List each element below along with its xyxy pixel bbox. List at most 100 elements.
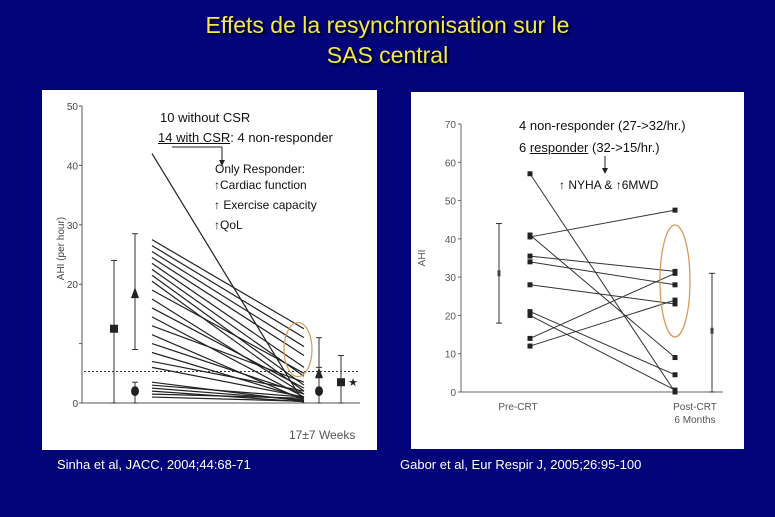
slide-title: Effets de la resynchronisation sur le SA…: [0, 10, 775, 70]
right-y-tick-label: 40: [445, 235, 457, 246]
right-post-point: [672, 297, 678, 303]
left-chart-svg: 50 40 30 20 0 AHI (per hour) ★: [56, 102, 360, 410]
left-patient-line: [151, 262, 305, 368]
right-post-point: [672, 270, 678, 276]
right-y-tick-label: 50: [445, 197, 457, 208]
right-citation: Gabor et al, Eur Respir J, 2005;26:95-10…: [400, 457, 642, 472]
left-footer-weeks: 17±7 Weeks: [289, 428, 356, 442]
right-post-point: [672, 387, 678, 393]
right-patient-line: [529, 272, 676, 339]
left-patient-line: [151, 256, 305, 356]
left-annotation-with-csr: 14 with CSR: [158, 130, 231, 145]
left-followup-marker: ★: [348, 377, 358, 389]
right-pre-point: [527, 312, 533, 318]
left-citation: Sinha et al, JACC, 2004;44:68-71: [57, 457, 251, 472]
right-benefit-nyha: NYHA &: [568, 178, 616, 192]
right-y-axis-label: AHI: [417, 250, 428, 267]
left-item-exercise: ↑ Exercise capacity: [214, 198, 317, 212]
left-patient-line: [151, 245, 305, 339]
right-chart-panel: 70 60 50 40 30 20 10 0 AHI Pre-CRT Post-CRT 6 Month…: [411, 92, 744, 449]
right-pre-point: [527, 282, 533, 288]
right-pre-marker: [497, 270, 501, 277]
left-highlight-ellipse: [283, 321, 313, 378]
left-annotation-arrowhead: [219, 160, 225, 166]
right-benefit: ↑ NYHA & ↑6MWD: [559, 178, 658, 192]
right-pre-point: [527, 309, 533, 315]
right-patient-line: [529, 299, 676, 347]
left-patient-line: [151, 325, 305, 383]
left-patient-line: [151, 307, 305, 389]
left-y-tick-label: 50: [67, 102, 79, 113]
left-patient-line: [151, 351, 305, 399]
left-annotation-line2: 14 with CSR: 4 non-responder: [158, 130, 333, 145]
right-patient-line: [529, 311, 676, 376]
right-pre-point: [527, 234, 533, 240]
left-y-axis-label: AHI (per hour): [56, 217, 67, 280]
left-patient-line: [151, 393, 305, 399]
up-arrow-icon: ↑: [615, 178, 622, 192]
left-patient-line: [151, 298, 305, 395]
left-patient-line: [151, 396, 305, 402]
left-y-tick-label: 0: [72, 399, 78, 410]
left-patient-line: [151, 289, 305, 374]
left-chart-panel: 50 40 30 20 0 AHI (per hour) ★ 10 without CSR …: [42, 90, 377, 450]
left-annotation-non-responder: : 4 non-responder: [230, 130, 333, 145]
left-y-tick-label: 20: [67, 280, 79, 291]
right-annotation-arrowhead: [602, 168, 608, 174]
left-patient-line: [151, 366, 305, 398]
left-patient-line: [151, 280, 305, 392]
right-post-point: [672, 372, 678, 378]
right-pre-point: [527, 335, 533, 341]
right-post-marker: [710, 327, 714, 334]
up-arrow-icon: ↑: [214, 178, 220, 192]
title-line-2: SAS central: [326, 42, 449, 68]
right-pre-point: [527, 171, 533, 177]
right-annotation-count: 6: [519, 140, 530, 155]
right-pre-point: [527, 343, 533, 349]
title-line-1: Effets de la resynchronisation sur le: [205, 12, 570, 38]
left-y-tick-label: 30: [67, 221, 79, 232]
right-post-point: [672, 355, 678, 361]
left-patient-line: [151, 268, 305, 377]
right-patient-line: [529, 234, 676, 358]
left-patient-line: [151, 384, 305, 398]
left-annotation-line1: 10 without CSR: [160, 110, 251, 125]
left-y-tick-label: 40: [67, 161, 79, 172]
right-patient-line: [529, 209, 676, 238]
right-x-label-months: 6 Months: [674, 415, 715, 426]
right-y-tick-label: 20: [445, 311, 457, 322]
right-x-label-post: Post-CRT: [673, 402, 717, 413]
right-annotation-line2: 6 responder (32->15/hr.): [519, 140, 660, 155]
right-highlight-ellipse: [659, 224, 691, 338]
right-post-point: [672, 282, 678, 288]
left-item-cardiac: ↑Cardiac function: [214, 178, 307, 192]
right-pre-point: [527, 259, 533, 265]
left-item-label: QoL: [220, 218, 243, 232]
right-patient-line: [529, 173, 676, 393]
right-annotation-range: (32->15/hr.): [588, 140, 660, 155]
right-chart-svg: 70 60 50 40 30 20 10 0 AHI Pre-CRT Post-CRT 6 Month…: [417, 120, 723, 426]
left-item-label: Cardiac function: [220, 178, 307, 192]
right-patient-line: [529, 314, 676, 391]
left-patient-line: [151, 239, 305, 330]
left-followup-marker: [337, 378, 345, 387]
left-patient-line: [151, 316, 305, 398]
right-y-tick-label: 0: [450, 388, 456, 399]
right-benefit-6mwd: 6MWD: [621, 178, 659, 192]
left-patient-line: [151, 360, 305, 392]
right-annotation-line1: 4 non-responder (27->32/hr.): [519, 118, 686, 133]
left-followup-marker: [315, 386, 323, 397]
left-item-label: Exercise capacity: [223, 198, 317, 212]
left-patient-line: [151, 251, 305, 348]
right-post-point: [672, 301, 678, 307]
right-y-tick-label: 70: [445, 120, 457, 131]
left-baseline-marker: [110, 324, 118, 333]
up-arrow-icon: ↑: [214, 198, 220, 212]
right-annotation-responder: responder: [529, 140, 589, 155]
right-patient-line: [529, 284, 676, 305]
right-y-tick-label: 30: [445, 273, 457, 284]
left-patient-line: [151, 274, 305, 386]
left-item-qol: ↑QoL: [214, 218, 243, 232]
right-patient-line: [529, 255, 676, 272]
up-arrow-icon: ↑: [214, 218, 220, 232]
